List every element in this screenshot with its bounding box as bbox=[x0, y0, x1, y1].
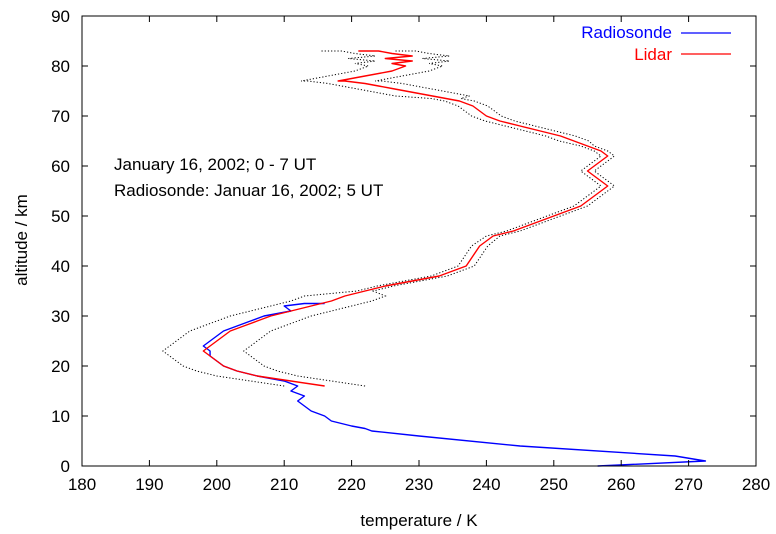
y-tick-label: 30 bbox=[51, 307, 70, 326]
x-tick-label: 240 bbox=[472, 475, 500, 494]
y-tick-label: 90 bbox=[51, 7, 70, 26]
y-tick-label: 70 bbox=[51, 107, 70, 126]
y-axis-label: altitude / km bbox=[12, 194, 31, 286]
error-bounds-group bbox=[162, 50, 616, 387]
y-tick-label: 50 bbox=[51, 207, 70, 226]
x-tick-label: 230 bbox=[405, 475, 433, 494]
annotation-observation-date: January 16, 2002; 0 - 7 UT bbox=[114, 155, 316, 174]
series-line-lidar bbox=[202, 50, 609, 387]
y-tick-label: 60 bbox=[51, 157, 70, 176]
x-tick-label: 200 bbox=[203, 475, 231, 494]
x-tick-label: 220 bbox=[337, 475, 365, 494]
error-bound-right bbox=[242, 50, 616, 387]
x-tick-label: 250 bbox=[540, 475, 568, 494]
x-tick-label: 210 bbox=[270, 475, 298, 494]
x-tick-label: 180 bbox=[68, 475, 96, 494]
y-tick-label: 10 bbox=[51, 407, 70, 426]
x-tick-label: 270 bbox=[674, 475, 702, 494]
annotation-radiosonde-date: Radiosonde: Januar 16, 2002; 5 UT bbox=[114, 181, 383, 200]
tick-labels-group: 180 190 200 210 220 230 240 250 260 270 280 0 10 20 30… bbox=[51, 7, 770, 494]
y-tick-label: 20 bbox=[51, 357, 70, 376]
error-bound-left bbox=[162, 50, 602, 387]
axis-ticks-group bbox=[81, 15, 757, 467]
x-tick-label: 280 bbox=[742, 475, 770, 494]
x-tick-label: 260 bbox=[607, 475, 635, 494]
y-tick-label: 0 bbox=[61, 457, 70, 476]
y-tick-label: 80 bbox=[51, 57, 70, 76]
x-tick-label: 190 bbox=[135, 475, 163, 494]
legend-label-lidar: Lidar bbox=[634, 45, 672, 64]
legend-label-radiosonde: Radiosonde bbox=[581, 23, 672, 42]
y-tick-label: 40 bbox=[51, 257, 70, 276]
x-axis-label: temperature / K bbox=[360, 511, 478, 530]
series-lines-group bbox=[202, 50, 707, 467]
legend: Radiosonde Lidar bbox=[581, 23, 731, 64]
